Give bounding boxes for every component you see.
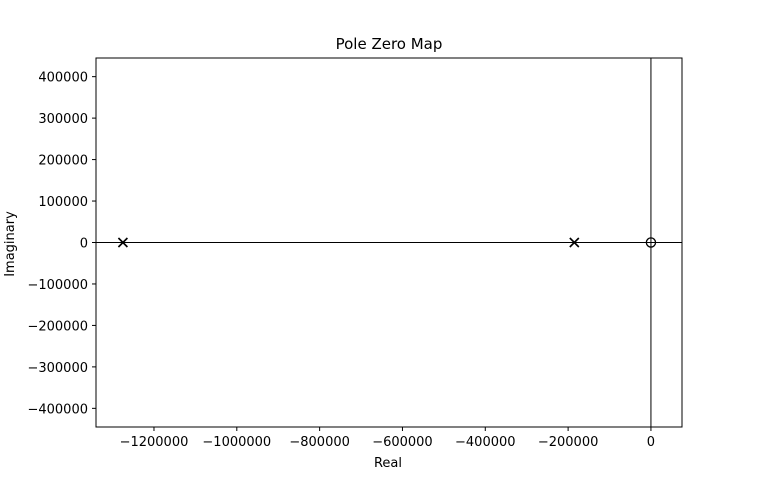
x-tick-label: −1000000 <box>202 435 271 450</box>
x-tick-label: −400000 <box>455 435 516 450</box>
zero-marker <box>645 237 657 248</box>
pole-marker-stroke <box>117 237 128 248</box>
y-tick-label: 400000 <box>38 71 88 86</box>
chart-title: Pole Zero Map <box>336 35 443 53</box>
y-tick-label: −100000 <box>27 278 88 293</box>
x-tick-label: −600000 <box>372 435 433 450</box>
x-tick-label: 0 <box>647 435 655 450</box>
x-axis: −1200000 −1000000 −800000 −600000 −400000 −20… <box>120 427 655 450</box>
pole-marker <box>117 237 128 248</box>
y-tick-label: 0 <box>80 237 88 252</box>
x-axis-title: Real <box>374 456 402 471</box>
y-tick-label: −400000 <box>27 402 88 417</box>
x-tick-label: −200000 <box>538 435 599 450</box>
x-tick-label: −1200000 <box>120 435 189 450</box>
plot-area <box>95 57 683 428</box>
y-tick-label: 100000 <box>38 195 88 210</box>
y-tick-label: −200000 <box>27 319 88 334</box>
y-tick-label: −300000 <box>27 361 88 376</box>
x-tick-label: −800000 <box>289 435 350 450</box>
pole-marker-stroke <box>569 237 580 248</box>
y-tick-label: 200000 <box>38 154 88 169</box>
y-axis: 400000 300000 200000 100000 0 −100000 −200000 −… <box>27 71 96 417</box>
y-tick-label: 300000 <box>38 112 88 127</box>
y-axis-title: Imaginary <box>3 211 18 277</box>
pole-marker <box>569 237 580 248</box>
